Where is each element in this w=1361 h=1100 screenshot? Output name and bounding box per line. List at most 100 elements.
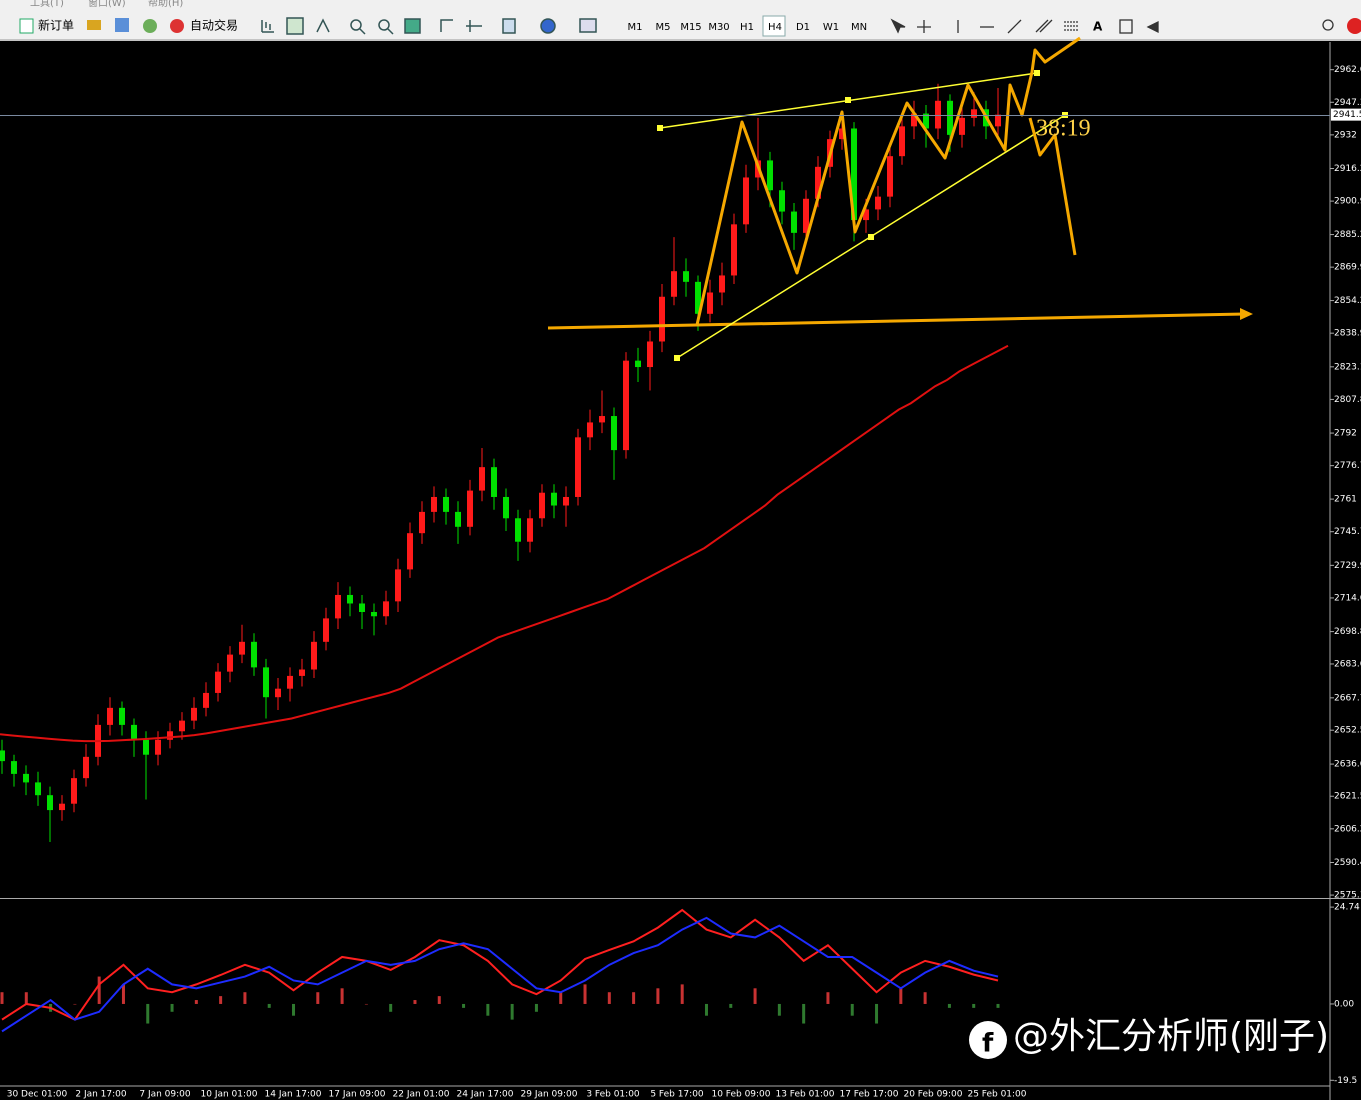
candle-body [275, 688, 281, 698]
histogram-bar [680, 984, 684, 1004]
y-tick-label: 2932 [1334, 130, 1357, 140]
alert-icon[interactable] [1347, 18, 1361, 34]
timeframe-button[interactable]: M30 [708, 22, 729, 33]
timeframe-button[interactable]: W1 [823, 22, 839, 33]
bar-countdown: 38:19 [1036, 116, 1091, 142]
y-tick-label: 2792 [1334, 429, 1357, 439]
histogram-bar [219, 996, 223, 1004]
histogram-bar [802, 1003, 806, 1024]
candle-body [647, 341, 653, 368]
toolbar-icon[interactable] [87, 20, 101, 30]
candle-body [863, 209, 869, 221]
candle-body [539, 492, 545, 519]
y-tick-label: 2652.5 [1334, 726, 1361, 736]
candle-body [191, 707, 197, 721]
menu-item[interactable]: 帮助(H) [148, 0, 183, 9]
timeframe-bar: M1 M5 M15 M30 H1 H4 D1 W1 MN [628, 22, 868, 33]
y-tick-label: 2916.2 [1334, 164, 1361, 174]
timeframe-button[interactable]: MN [851, 22, 867, 33]
new-order-icon[interactable] [19, 18, 34, 34]
candle-body [599, 416, 605, 423]
histogram-bar [875, 1003, 879, 1024]
candle-body [887, 156, 893, 197]
timeframe-button[interactable]: M1 [628, 22, 643, 33]
histogram-bar [607, 992, 611, 1004]
facebook-icon: f [982, 1029, 994, 1059]
text-tool[interactable]: A [1093, 20, 1103, 34]
menu-item[interactable]: 窗口(W) [88, 0, 126, 9]
candle-body [383, 601, 389, 617]
new-order-button[interactable]: 新订单 [38, 18, 74, 33]
x-tick-label: 13 Feb 01:00 [775, 1090, 834, 1100]
y-tick-label: 2947.3 [1334, 98, 1361, 108]
x-tick-label: 3 Feb 01:00 [586, 1090, 640, 1100]
histogram-bar [462, 1003, 466, 1008]
candle-body [479, 467, 485, 491]
toolbar-icon[interactable] [143, 19, 157, 33]
x-tick-label: 2 Jan 17:00 [75, 1090, 127, 1100]
timeframe-button[interactable]: D1 [796, 22, 810, 33]
candle-body [203, 692, 209, 708]
histogram-bar [632, 992, 636, 1004]
y-tick-label: 2807.8 [1334, 395, 1361, 405]
toolbar-icons[interactable] [261, 17, 597, 35]
candle-body [215, 671, 221, 693]
y-tick-label: 2869.9 [1334, 263, 1361, 273]
current-price-box [1331, 108, 1361, 121]
x-tick-label: 14 Jan 17:00 [265, 1090, 322, 1100]
candle-body [47, 795, 53, 811]
y-tick-label: 2900.9 [1334, 197, 1361, 207]
candle-body [239, 641, 245, 655]
histogram-bar [146, 1003, 150, 1024]
toolbar-bg [0, 0, 1361, 41]
auto-trading-button[interactable]: 自动交易 [190, 18, 238, 33]
candle-body [299, 669, 305, 676]
candle-body [803, 198, 809, 233]
candle-body [623, 360, 629, 451]
candle-body [899, 126, 905, 157]
toolbar-icon[interactable] [115, 18, 129, 32]
x-tick-label: 5 Feb 17:00 [650, 1090, 704, 1100]
candle-body [911, 113, 917, 127]
main-plot [0, 42, 1330, 898]
histogram-bar [292, 1003, 296, 1016]
candle-body [959, 117, 965, 135]
y-tick-label: 2885.2 [1334, 230, 1361, 240]
histogram-bar [437, 996, 441, 1004]
candle-body [815, 166, 821, 199]
candle-body [155, 739, 161, 755]
auto-trading-icon[interactable] [170, 19, 184, 33]
drawing-tools[interactable] [890, 18, 1334, 34]
timeframe-button[interactable]: H4 [768, 22, 782, 33]
candle-body [71, 778, 77, 804]
x-tick-label: 10 Feb 09:00 [711, 1090, 770, 1100]
histogram-bar [729, 1003, 733, 1008]
candle-body [23, 773, 29, 783]
histogram-bar [73, 1003, 77, 1005]
timeframe-button[interactable]: M15 [680, 22, 701, 33]
histogram-bar [777, 1003, 781, 1016]
candle-body [659, 296, 665, 342]
candle-body [923, 113, 929, 129]
histogram-bar [24, 992, 28, 1004]
x-tick-label: 7 Jan 09:00 [139, 1090, 191, 1100]
y-tick-label: 2729.9 [1334, 561, 1361, 571]
y-tick-label: -19.5 [1334, 1076, 1357, 1086]
candle-body [107, 707, 113, 725]
candle-body [335, 594, 341, 619]
candle-body [563, 496, 569, 506]
timeframe-button[interactable]: M5 [656, 22, 671, 33]
candle-body [707, 292, 713, 314]
x-tick-label: 30 Dec 01:00 [7, 1090, 68, 1100]
menu-item[interactable]: 工具(T) [30, 0, 64, 9]
candle-body [779, 190, 785, 212]
y-tick-label: 24.74 [1334, 903, 1360, 913]
y-tick-label: 2636.6 [1334, 760, 1361, 770]
histogram-bar [0, 992, 4, 1004]
histogram-bar [899, 988, 903, 1004]
timeframe-button[interactable]: H1 [740, 22, 754, 33]
candle-body [587, 422, 593, 438]
watermark: f @外汇分析师(刚子) [969, 1016, 1329, 1059]
candle-body [467, 490, 473, 527]
candle-body [251, 641, 257, 668]
